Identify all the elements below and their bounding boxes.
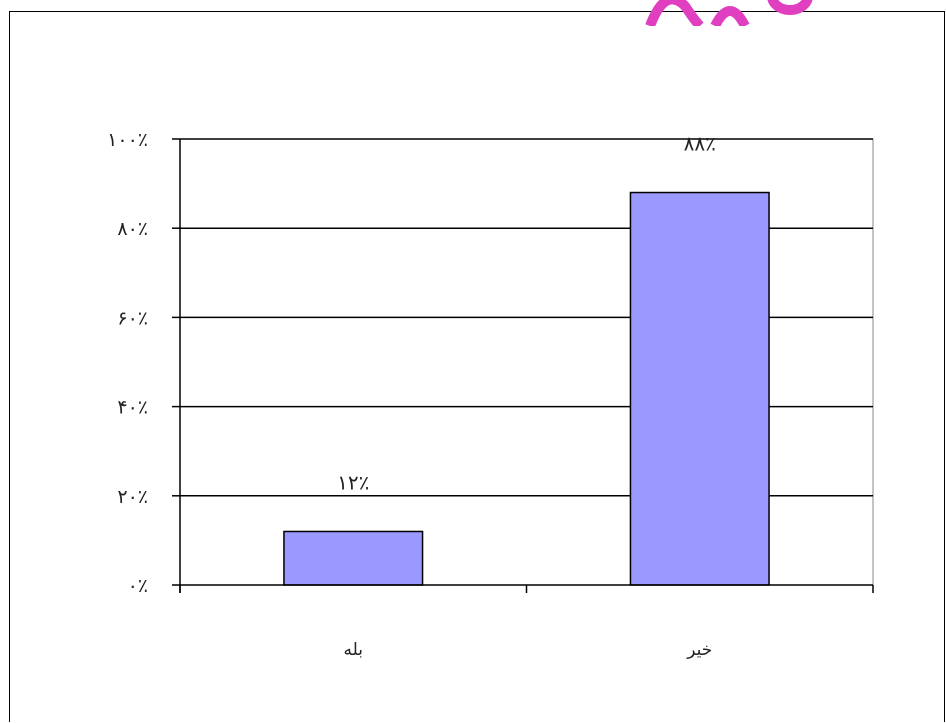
data-label-0: ۱۲٪ [337,470,369,494]
y-tick-label-4: ۸۰٪ [117,218,148,240]
x-tick-labels: بله خیر [344,640,713,660]
chart-frame [9,11,945,722]
x-tick-label-1: خیر [686,640,712,660]
bar-0 [283,530,424,586]
bar-1 [629,191,770,586]
watermark-graphic [645,0,813,26]
y-tick-labels: ۰٪ ۲۰٪ ۴۰٪ ۶۰٪ ۸۰٪ ۱۰۰٪ [107,129,148,597]
y-tick-label-2: ۴۰٪ [117,397,148,419]
y-tick-label-5: ۱۰۰٪ [107,129,148,151]
y-tick-label-0: ۰٪ [128,575,148,597]
data-label-1: ۸۸٪ [684,132,716,156]
y-tick-label-3: ۶۰٪ [117,307,148,329]
y-tick-label-1: ۲۰٪ [117,486,148,508]
data-labels: ۱۲٪ ۸۸٪ [337,132,716,495]
x-tick-label-0: بله [344,640,363,660]
bars [283,191,770,586]
axes [172,138,874,593]
